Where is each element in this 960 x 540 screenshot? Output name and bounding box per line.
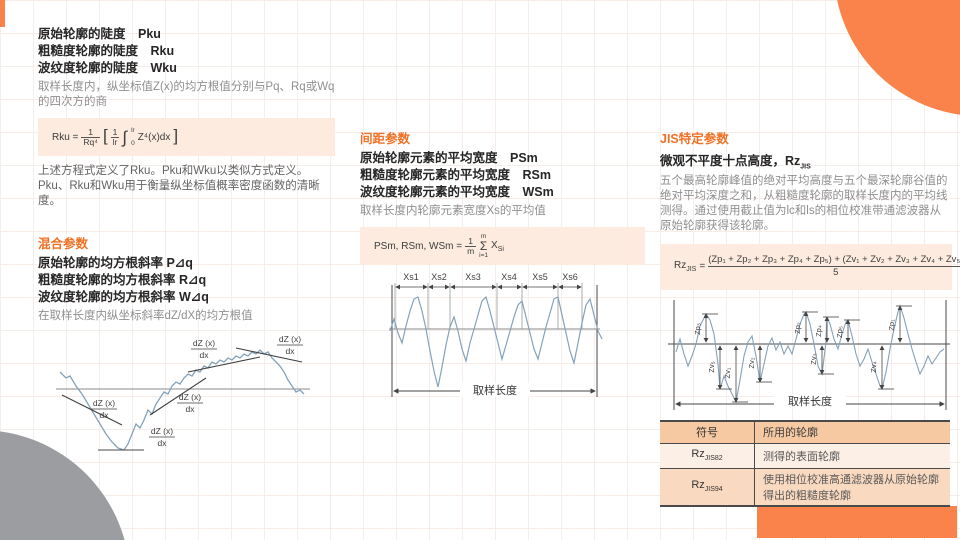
slope-label: dZ (x) dx	[149, 426, 175, 448]
sum-term: XSi	[491, 239, 504, 253]
jis-formula-box: RzJIS = (Zp₁ + Zp₂ + Zp₃ + Zp₄ + Zp₅) + …	[660, 243, 960, 290]
table-row: RzJIS94 使用相位校准高通滤波器从原始轮廓得出的粗糙度轮廓	[660, 468, 950, 506]
kurtosis-param: 波纹度轮廓的陡度 Wku	[38, 61, 177, 75]
peak-label: Zp₂	[793, 322, 802, 334]
column-jis: JIS特定参数 微观不平度十点高度，RzJIS 五个最高轮廓峰值的绝对平均高度与…	[660, 128, 960, 507]
segment-label: Xs3	[465, 272, 481, 282]
table-header-symbol: 符号	[660, 420, 755, 444]
hybrid-param: 波纹度轮廓的均方根斜率 W⊿q	[38, 290, 209, 304]
sigma-sign: m Σ i=1	[479, 233, 489, 259]
svg-text:dx: dx	[158, 438, 168, 448]
profile-curve	[389, 295, 603, 388]
valley-label: Zv₃	[809, 353, 818, 364]
kurtosis-description: 取样长度内，纵坐标值Z(x)的均方根值分别与Pq、Rq或Wq的四次方的商	[38, 81, 335, 108]
fraction: 1 m	[465, 235, 477, 256]
svg-text:dx: dx	[200, 350, 210, 360]
equals-sign: =	[699, 261, 706, 272]
svg-text:dZ (x): dZ (x)	[279, 334, 301, 344]
segment-label: Xs1	[403, 272, 419, 282]
integrand: Z⁴(x)dx	[137, 131, 171, 143]
slope-label: dZ (x) dx	[191, 338, 217, 360]
profile-curve	[59, 349, 305, 451]
right-bracket: ]	[173, 126, 179, 145]
decor-orange-sliver	[0, 0, 5, 27]
spacing-description: 取样长度内轮廓元素宽度Xs的平均值	[360, 205, 546, 217]
rz-table: 符号 所用的轮廓 RzJIS82 测得的表面轮廓 RzJIS94 使用相位校准高…	[660, 419, 950, 507]
spacing-diagram: Xs1 Xs2 Xs3 Xs4 Xs5 Xs6 取样长度	[389, 272, 603, 397]
hybrid-param: 粗糙度轮廓的均方根斜率 R⊿q	[38, 273, 207, 287]
hybrid-section-heading: 混合参数	[38, 237, 89, 251]
valley-label: Zv₁	[723, 367, 732, 378]
integral-sign: ∫	[122, 127, 128, 147]
rzjis-diagram: Zp₃ Zp₂ Zp₄ Zp₅ Zp₁ Zv₅ Zv₁ Zv₂ Zv₃ Zv₄ …	[668, 299, 950, 410]
column-kurtosis-hybrid: 原始轮廓的陡度 Pku 粗糙度轮廓的陡度 Rku 波纹度轮廓的陡度 Wku 取样…	[38, 26, 338, 460]
peak-label: Zp₅	[835, 326, 844, 338]
kurtosis-param: 粗糙度轮廓的陡度 Rku	[38, 44, 175, 58]
sampling-length-label: 取样长度	[473, 383, 517, 397]
kurtosis-note: 上述方程式定义了Rku。Pku和Wku以类似方式定义。Pku、Rku和Wku用于…	[38, 165, 320, 207]
profile-cell: 测得的表面轮廓	[754, 443, 950, 469]
svg-text:dZ (x): dZ (x)	[193, 338, 215, 348]
jis-description: 五个最高轮廓峰值的绝对平均高度与五个最深轮廓谷值的绝对平均深度之和，从粗糙度轮廓…	[660, 174, 948, 232]
kurtosis-param: 原始轮廓的陡度 Pku	[38, 27, 161, 41]
spacing-param: 原始轮廓元素的平均宽度 PSm	[360, 151, 538, 165]
svg-text:dZ (x): dZ (x)	[151, 426, 173, 436]
column-spacing: 间距参数 原始轮廓元素的平均宽度 PSm 粗糙度轮廓元素的平均宽度 RSm 波纹…	[360, 128, 648, 409]
jis-title: 微观不平度十点高度，RzJIS	[660, 154, 811, 171]
big-fraction: (Zp₁ + Zp₂ + Zp₃ + Zp₄ + Zp₅) + (Zv₁ + Z…	[708, 254, 960, 279]
jis-section-heading: JIS特定参数	[660, 132, 729, 146]
decor-orange-circle	[834, 0, 960, 116]
fraction: 1 lr	[110, 126, 120, 147]
slope-diagram: dZ (x) dx dZ (x) dx dZ (x) dx dZ (x) dx …	[56, 334, 310, 451]
spacing-section-heading: 间距参数	[360, 132, 411, 146]
spacing-param: 粗糙度轮廓元素的平均宽度 RSm	[360, 168, 551, 182]
table-header-profile: 所用的轮廓	[754, 420, 950, 444]
profile-cell: 使用相位校准高通滤波器从原始轮廓得出的粗糙度轮廓	[754, 468, 950, 506]
formula-lhs: PSm, RSm, WSm =	[374, 240, 463, 252]
peak-label: Zp₄	[814, 325, 823, 337]
table-row: RzJIS82 测得的表面轮廓	[660, 443, 950, 469]
table-header-row: 符号 所用的轮廓	[660, 420, 950, 444]
segment-label: Xs2	[431, 272, 447, 282]
valley-label: Zv₄	[869, 361, 878, 372]
symbol-cell: RzJIS94	[660, 468, 755, 506]
formula-lhs: RzJIS	[674, 260, 697, 273]
integral-limits: lr 0	[131, 127, 135, 147]
spacing-formula-box: PSm, RSm, WSm = 1 m m Σ i=1 XSi	[360, 227, 645, 265]
left-bracket: [	[102, 126, 108, 145]
peak-label: Zp₃	[693, 323, 702, 335]
hybrid-description: 在取样长度内纵坐标斜率dZ/dX的均方根值	[38, 310, 253, 322]
segment-label: Xs4	[501, 272, 517, 282]
slope-label: dZ (x) dx	[91, 398, 117, 420]
symbol-cell: RzJIS82	[660, 443, 755, 469]
svg-text:dx: dx	[286, 346, 296, 356]
peak-label: Zp₁	[887, 318, 896, 330]
svg-text:dx: dx	[100, 410, 110, 420]
fraction: 1 Rq⁴	[81, 126, 100, 147]
slope-label: dZ (x) dx	[177, 392, 203, 414]
svg-text:dZ (x): dZ (x)	[93, 398, 115, 408]
formula-lhs: Rku =	[52, 131, 79, 143]
svg-text:dZ (x): dZ (x)	[179, 392, 201, 402]
svg-text:dx: dx	[186, 404, 196, 414]
kurtosis-formula-box: Rku = 1 Rq⁴ [ 1 lr ∫ lr 0 Z⁴(x)dx ]	[38, 118, 335, 156]
spacing-param: 波纹度轮廓元素的平均宽度 WSm	[360, 185, 554, 199]
hybrid-param: 原始轮廓的均方根斜率 P⊿q	[38, 256, 193, 270]
slope-label: dZ (x) dx	[277, 334, 303, 356]
segment-label: Xs6	[562, 272, 578, 282]
valley-label: Zv₂	[747, 357, 756, 368]
valley-label: Zv₅	[707, 361, 716, 372]
decor-orange-bar	[757, 506, 957, 538]
segment-label: Xs5	[532, 272, 548, 282]
sampling-length-label: 取样长度	[788, 394, 832, 408]
